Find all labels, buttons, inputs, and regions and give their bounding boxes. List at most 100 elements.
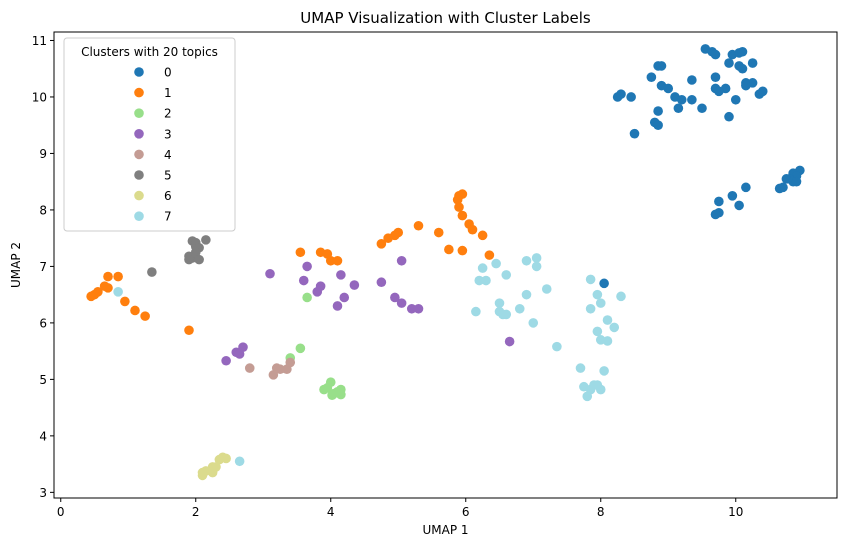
legend-label-4: 4: [164, 148, 172, 162]
legend-label-5: 5: [164, 169, 172, 183]
point-cluster-7: [521, 255, 532, 266]
point-cluster-3: [234, 349, 245, 359]
point-cluster-0: [774, 183, 785, 194]
point-cluster-7: [541, 284, 552, 294]
x-tick-label: 2: [192, 505, 200, 519]
legend-label-3: 3: [164, 127, 172, 141]
point-cluster-0: [599, 278, 609, 289]
point-cluster-1: [484, 250, 495, 260]
point-cluster-7: [552, 341, 562, 352]
point-cluster-3: [265, 268, 275, 279]
point-cluster-0: [710, 49, 721, 60]
y-tick-label: 11: [32, 34, 47, 48]
point-cluster-7: [113, 287, 123, 297]
legend-label-1: 1: [164, 86, 172, 100]
point-cluster-7: [477, 263, 488, 273]
point-cluster-0: [714, 196, 724, 207]
legend: Clusters with 20 topics 0 1 2 3 4 5 6 7: [63, 37, 236, 232]
y-tick-label: 10: [32, 90, 47, 104]
x-tick-label: 8: [597, 505, 605, 519]
point-cluster-7: [585, 274, 596, 285]
y-tick-label: 8: [39, 203, 47, 217]
point-cluster-7: [531, 261, 542, 272]
point-cluster-0: [737, 46, 748, 57]
point-cluster-7: [602, 315, 613, 325]
point-cluster-3: [312, 287, 323, 297]
legend-box: [63, 37, 236, 232]
point-cluster-1: [433, 227, 444, 238]
point-cluster-1: [467, 224, 478, 235]
point-cluster-4: [285, 357, 296, 368]
point-cluster-7: [592, 380, 603, 390]
point-cluster-7: [599, 366, 609, 376]
point-cluster-7: [609, 322, 620, 333]
point-cluster-7: [595, 298, 606, 308]
point-cluster-7: [575, 363, 586, 373]
point-cluster-0: [673, 103, 684, 114]
legend-title: Clusters with 20 topics: [81, 45, 218, 59]
point-cluster-3: [349, 280, 360, 290]
legend-marker-5: [134, 170, 144, 180]
point-cluster-1: [457, 245, 468, 256]
point-cluster-7: [491, 258, 501, 269]
point-cluster-7: [474, 275, 485, 286]
point-cluster-0: [687, 94, 697, 105]
point-cluster-7: [494, 298, 505, 308]
point-cluster-1: [413, 220, 424, 231]
point-cluster-0: [663, 83, 674, 94]
point-cluster-0: [737, 63, 748, 74]
legend-marker-2: [134, 108, 144, 118]
point-cluster-6: [214, 454, 225, 465]
point-cluster-1: [383, 233, 393, 243]
point-cluster-7: [501, 270, 512, 280]
point-cluster-6: [207, 467, 218, 478]
point-cluster-1: [325, 255, 336, 266]
point-cluster-3: [413, 303, 424, 314]
x-tick-label: 10: [728, 505, 743, 519]
y-tick-label: 5: [39, 373, 47, 387]
point-cluster-0: [616, 89, 626, 99]
point-cluster-0: [653, 120, 663, 130]
point-cluster-7: [471, 306, 481, 317]
legend-label-7: 7: [164, 210, 172, 224]
point-cluster-3: [376, 277, 387, 288]
point-cluster-7: [234, 456, 245, 467]
y-tick-label: 4: [39, 429, 47, 443]
point-cluster-0: [734, 200, 744, 211]
x-axis-ticks: 0 2 4 6 8 10: [57, 498, 743, 519]
point-cluster-0: [687, 75, 697, 85]
point-cluster-3: [298, 275, 309, 286]
point-cluster-4: [244, 363, 255, 373]
point-cluster-1: [140, 311, 150, 321]
legend-label-6: 6: [164, 189, 172, 203]
point-cluster-3: [390, 292, 400, 303]
chart-title: UMAP Visualization with Cluster Labels: [300, 9, 591, 27]
legend-label-0: 0: [164, 66, 172, 80]
point-cluster-7: [501, 309, 512, 320]
point-cluster-0: [626, 92, 636, 102]
point-cluster-7: [514, 303, 525, 314]
point-cluster-3: [396, 298, 407, 308]
point-cluster-4: [275, 364, 285, 375]
point-cluster-3: [339, 292, 350, 303]
point-cluster-2: [319, 384, 329, 395]
legend-marker-1: [134, 87, 144, 98]
y-axis-ticks: 3 4 5 6 7 8 9 10 11: [32, 34, 54, 500]
point-cluster-0: [727, 191, 738, 201]
scatter-points: [86, 44, 805, 481]
point-cluster-7: [528, 318, 539, 328]
legend-marker-4: [134, 149, 144, 160]
point-cluster-7: [616, 291, 626, 302]
plot-frame: [53, 31, 838, 499]
point-cluster-0: [710, 209, 721, 220]
point-cluster-0: [730, 94, 741, 105]
point-cluster-2: [302, 292, 312, 303]
point-cluster-0: [676, 94, 687, 105]
point-cluster-0: [656, 61, 667, 71]
point-cluster-0: [714, 86, 724, 97]
point-cluster-7: [521, 289, 532, 300]
point-cluster-5: [194, 254, 204, 265]
point-cluster-7: [481, 275, 491, 286]
y-tick-label: 9: [39, 147, 47, 161]
y-tick-label: 7: [39, 260, 47, 274]
